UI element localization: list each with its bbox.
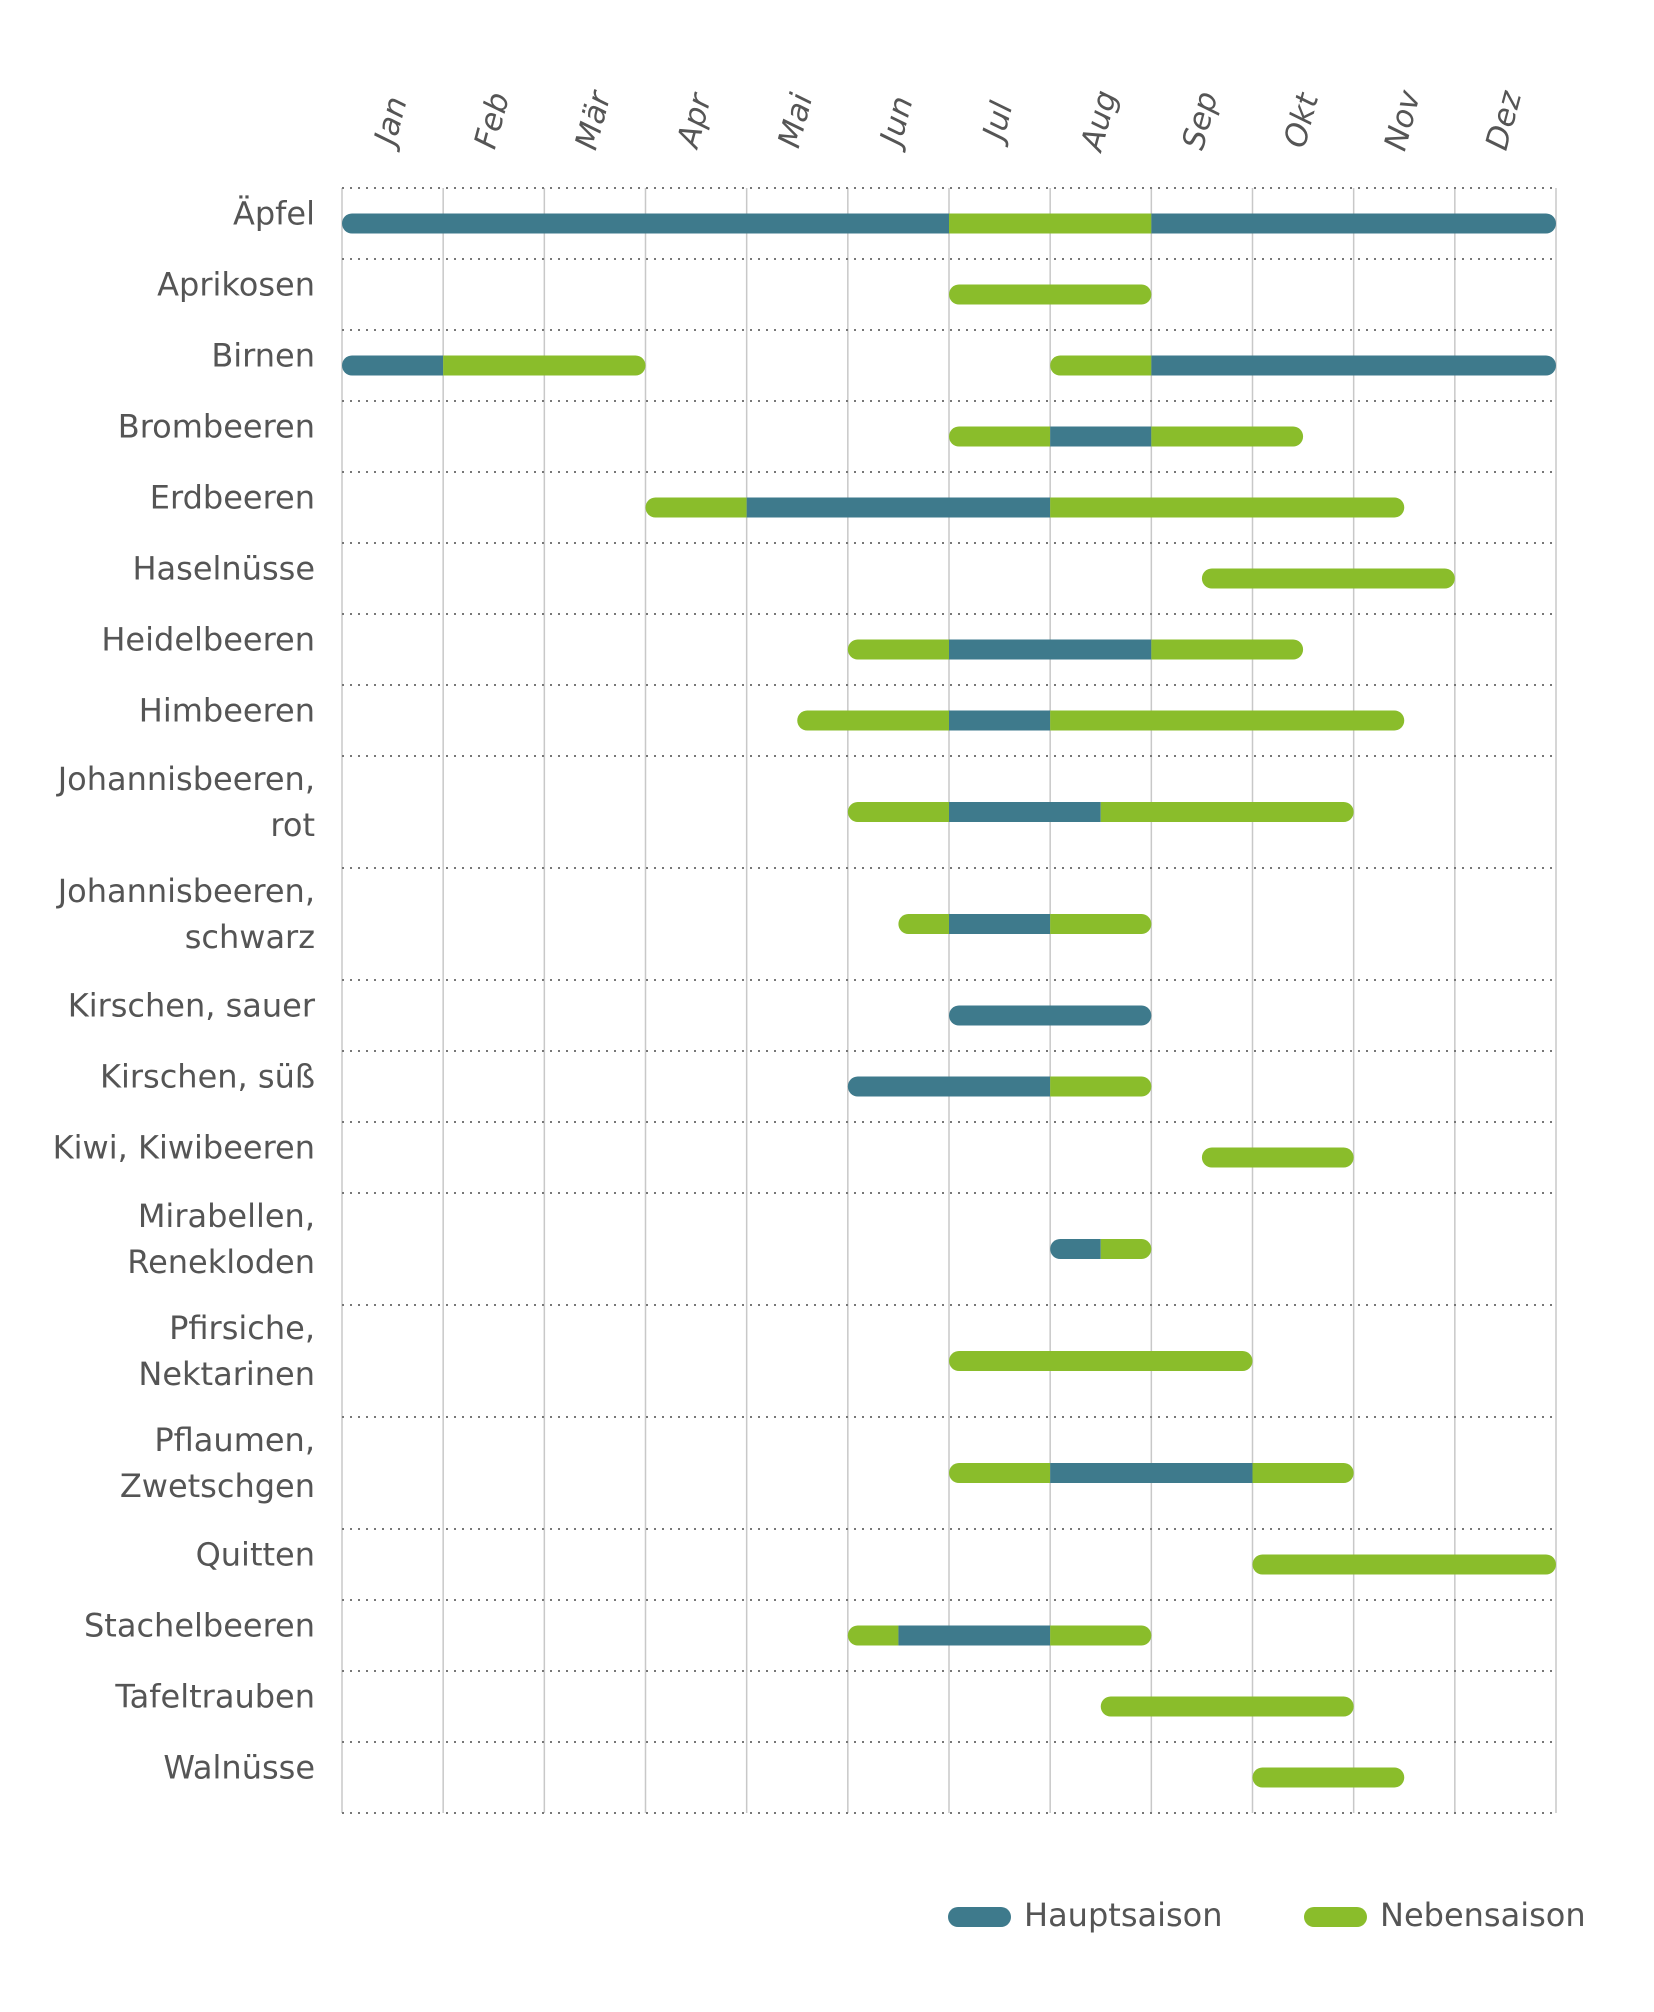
row-label: Zwetschgen bbox=[120, 1467, 315, 1505]
season-bar bbox=[342, 213, 949, 234]
season-bar bbox=[847, 1625, 899, 1646]
row-label: Himbeeren bbox=[139, 692, 315, 730]
season-bar bbox=[342, 355, 444, 376]
season-bar bbox=[1100, 1696, 1354, 1717]
row-label: Mirabellen, bbox=[138, 1197, 315, 1235]
season-bar bbox=[847, 639, 949, 660]
row-label: Nektarinen bbox=[138, 1355, 315, 1393]
season-bar bbox=[949, 1005, 1152, 1026]
row-label: Stachelbeeren bbox=[84, 1607, 315, 1645]
month-label: Feb bbox=[468, 89, 517, 153]
season-bar bbox=[1151, 355, 1556, 376]
row-label: Johannisbeeren, bbox=[56, 872, 315, 910]
row-label: schwarz bbox=[185, 918, 315, 956]
season-bar bbox=[443, 355, 646, 376]
season-bar bbox=[1252, 1767, 1405, 1788]
legend-swatch bbox=[1304, 1907, 1367, 1927]
season-bar bbox=[1151, 426, 1304, 447]
month-label: Dez bbox=[1479, 87, 1529, 154]
row-label: Kirschen, sauer bbox=[68, 987, 316, 1025]
row-label: Pflaumen, bbox=[154, 1421, 315, 1459]
row-label: Brombeeren bbox=[118, 408, 315, 446]
month-label: Nov bbox=[1378, 86, 1429, 154]
legend-label: Nebensaison bbox=[1380, 1896, 1586, 1934]
row-label: Äpfel bbox=[233, 195, 315, 233]
month-label: Jan bbox=[366, 93, 415, 154]
legend-label: Hauptsaison bbox=[1024, 1896, 1223, 1934]
month-label: Jul bbox=[974, 98, 1020, 150]
season-bar bbox=[1050, 1463, 1253, 1483]
season-bar bbox=[898, 1625, 1051, 1646]
month-label: Okt bbox=[1277, 88, 1326, 152]
row-label: rot bbox=[270, 806, 315, 844]
season-bar bbox=[1252, 1554, 1556, 1575]
season-bar bbox=[1050, 1076, 1152, 1097]
legend-swatch bbox=[948, 1907, 1011, 1927]
season-bar bbox=[949, 1463, 1051, 1483]
season-bar bbox=[949, 914, 1051, 934]
season-bar bbox=[1050, 355, 1152, 376]
season-bar bbox=[949, 710, 1051, 731]
season-bar bbox=[1201, 568, 1455, 589]
row-label: Kirschen, süß bbox=[100, 1058, 315, 1096]
season-bar bbox=[949, 284, 1152, 305]
season-bar bbox=[949, 426, 1051, 447]
season-bar bbox=[1151, 639, 1304, 660]
season-bar bbox=[1050, 1239, 1101, 1259]
season-bar bbox=[949, 1351, 1253, 1371]
month-label: Mär bbox=[569, 86, 619, 154]
month-label: Aug bbox=[1074, 87, 1125, 157]
season-bar bbox=[1252, 1463, 1354, 1483]
row-label: Erdbeeren bbox=[150, 479, 315, 517]
season-bar bbox=[1050, 914, 1152, 934]
row-label: Johannisbeeren, bbox=[56, 760, 315, 798]
row-label: Tafeltrauben bbox=[114, 1678, 315, 1716]
season-bar bbox=[1050, 1625, 1152, 1646]
row-label: Pfirsiche, bbox=[169, 1309, 315, 1347]
season-bar bbox=[898, 914, 949, 934]
season-bar bbox=[949, 802, 1101, 822]
season-bar bbox=[645, 497, 747, 518]
month-label: Mai bbox=[771, 89, 820, 151]
row-label: Heidelbeeren bbox=[101, 621, 315, 659]
season-bar bbox=[1201, 1147, 1354, 1168]
season-bar bbox=[847, 802, 949, 822]
season-bar bbox=[1050, 710, 1405, 731]
row-label: Walnüsse bbox=[163, 1749, 315, 1787]
season-bar bbox=[847, 1076, 1051, 1097]
row-label: Kiwi, Kiwibeeren bbox=[53, 1129, 315, 1167]
season-bar bbox=[1050, 497, 1405, 518]
month-label: Apr bbox=[670, 88, 720, 153]
row-label: Renekloden bbox=[127, 1243, 315, 1281]
season-bar bbox=[949, 213, 1152, 234]
row-label: Birnen bbox=[211, 337, 315, 375]
month-label: Sep bbox=[1176, 88, 1226, 154]
season-bar bbox=[1151, 213, 1556, 234]
row-label: Quitten bbox=[196, 1536, 315, 1574]
season-bar bbox=[949, 639, 1152, 660]
season-bar bbox=[1100, 1239, 1152, 1259]
season-bar bbox=[1050, 426, 1152, 447]
season-bar bbox=[1100, 802, 1354, 822]
season-bar bbox=[797, 710, 949, 731]
season-bar bbox=[746, 497, 1051, 518]
month-label: Jun bbox=[872, 93, 921, 155]
row-label: Haselnüsse bbox=[132, 550, 315, 588]
row-label: Aprikosen bbox=[157, 266, 315, 304]
